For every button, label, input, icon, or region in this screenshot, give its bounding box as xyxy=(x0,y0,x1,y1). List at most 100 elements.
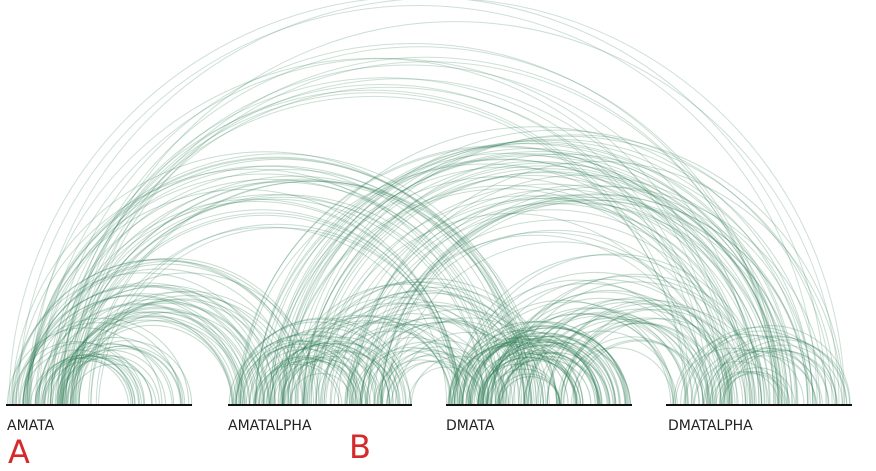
connection-arc xyxy=(281,342,407,406)
connection-arc xyxy=(323,183,776,406)
connection-arc xyxy=(723,349,835,406)
connection-arc xyxy=(291,160,780,406)
connection-arc xyxy=(379,229,731,406)
connection-arc xyxy=(277,316,456,406)
connection-arc xyxy=(373,359,469,406)
connection-arc xyxy=(17,5,818,406)
connection-arc xyxy=(304,321,472,406)
connection-arc xyxy=(367,231,722,406)
connection-arc xyxy=(315,171,784,406)
connection-arc xyxy=(394,331,542,406)
connection-arc xyxy=(526,316,711,406)
connection-arc xyxy=(467,301,675,406)
connection-arc xyxy=(26,165,506,406)
connection-arc xyxy=(386,194,809,406)
connection-arc xyxy=(65,175,525,406)
connection-arc xyxy=(64,291,292,406)
connection-arc xyxy=(90,226,448,406)
connection-arc xyxy=(37,303,240,406)
connection-arc xyxy=(479,356,577,406)
connection-arc xyxy=(8,0,827,406)
connection-arc xyxy=(78,295,299,406)
connection-arc xyxy=(273,360,362,406)
connection-arc xyxy=(60,308,255,406)
connection-arc xyxy=(560,308,754,406)
connection-arc xyxy=(255,361,343,406)
connection-arc xyxy=(44,178,497,406)
connection-arc xyxy=(715,371,787,406)
connection-arc xyxy=(702,335,848,406)
connection-arc xyxy=(380,186,828,406)
connection-arc xyxy=(282,153,786,406)
connection-arc xyxy=(49,353,153,406)
connection-arc xyxy=(465,335,611,406)
connection-arc xyxy=(302,302,514,406)
connection-arc xyxy=(235,346,357,406)
connection-arc xyxy=(374,202,779,406)
connection-arc xyxy=(361,341,488,406)
connection-arc xyxy=(62,198,485,406)
connection-arc xyxy=(308,318,483,406)
connection-arc xyxy=(709,336,848,406)
connection-arc xyxy=(727,350,838,406)
connection-arc xyxy=(485,349,596,406)
connection-arc xyxy=(42,284,284,406)
connection-arc xyxy=(469,327,631,406)
connection-arc xyxy=(39,311,234,406)
connection-arc xyxy=(34,354,136,406)
connection-arc xyxy=(52,201,460,406)
connection-arc xyxy=(261,358,359,406)
connection-arc xyxy=(70,299,283,406)
connection-arc xyxy=(279,359,371,406)
segment-label-dmata: DMATA xyxy=(446,418,495,434)
connection-arc xyxy=(281,129,833,406)
connection-arc xyxy=(366,219,746,406)
connection-arc xyxy=(315,330,470,406)
connection-arc xyxy=(287,296,505,406)
connection-arc xyxy=(478,356,579,406)
connection-arc xyxy=(546,321,715,406)
connection-arc xyxy=(449,345,569,406)
connection-arc xyxy=(15,168,489,406)
connection-arc xyxy=(570,339,708,406)
connection-arc xyxy=(346,317,528,406)
connection-arc xyxy=(448,337,584,406)
connection-arc xyxy=(259,357,355,406)
connection-arc xyxy=(34,354,136,406)
connection-arc xyxy=(486,313,677,406)
connection-arc xyxy=(518,298,731,406)
connection-arc xyxy=(333,323,496,406)
connection-arc xyxy=(270,314,451,406)
connection-arc xyxy=(47,198,461,406)
connection-arc xyxy=(337,188,780,406)
connection-arc xyxy=(255,126,814,406)
connection-arc xyxy=(381,199,793,406)
connection-arc xyxy=(75,194,497,406)
connection-arc xyxy=(50,42,775,406)
connection-arc xyxy=(693,349,805,406)
connection-arc xyxy=(249,348,363,406)
segment-label-amata: AMATA xyxy=(7,418,55,434)
connection-arc xyxy=(265,342,391,406)
connection-arc xyxy=(36,165,516,406)
connection-arc xyxy=(705,347,822,406)
connection-arc xyxy=(348,194,770,406)
connection-arc xyxy=(482,345,603,406)
connection-arc xyxy=(78,61,779,406)
connection-arc xyxy=(693,361,783,406)
connection-arc xyxy=(722,344,844,406)
connection-arc xyxy=(50,169,523,406)
connection-arc xyxy=(468,325,628,406)
connection-arc xyxy=(368,320,544,406)
arc-layer xyxy=(6,0,851,406)
connection-arc xyxy=(59,306,256,406)
connection-arc xyxy=(59,346,183,406)
connection-arc xyxy=(24,282,270,406)
connection-arc xyxy=(282,320,452,406)
connection-arc xyxy=(329,198,753,406)
connection-arc xyxy=(297,135,837,406)
connection-arc xyxy=(51,343,175,406)
connection-arc xyxy=(22,284,264,406)
connection-arc xyxy=(43,355,142,406)
connection-arc xyxy=(509,315,688,406)
